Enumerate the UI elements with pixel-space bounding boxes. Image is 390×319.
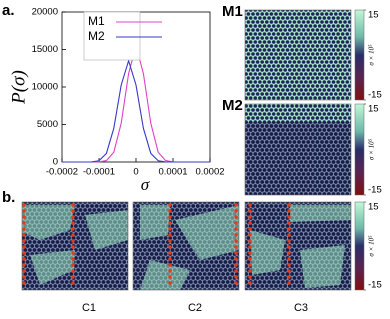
x-tick-label: -0.0001 (83, 167, 115, 178)
colorbar (354, 9, 365, 101)
legend-label: M1 (88, 14, 105, 28)
colorbar-tick-label: 15 (368, 202, 379, 213)
case-label: C1 (82, 302, 96, 314)
boundary-dots (22, 203, 291, 290)
x-tick-label: 0.0002 (195, 167, 224, 178)
legend-box (83, 11, 141, 61)
map-image (245, 10, 351, 100)
colorbar-tick-label: 15 (368, 10, 379, 21)
legend-label: M2 (88, 29, 105, 43)
map-panels (21, 9, 352, 291)
x-tick-label: 0 (133, 167, 138, 178)
colorbar (354, 103, 365, 196)
panel-label: b. (2, 189, 15, 206)
x-axis-label: σ (141, 175, 150, 194)
map-label: M1 (222, 3, 243, 20)
x-tick-label: -0.0002 (46, 167, 78, 178)
colorbar-tick-label: -15 (368, 280, 382, 291)
map-image (245, 104, 351, 122)
case-label: C3 (294, 302, 308, 314)
y-tick-label: 0 (53, 157, 58, 168)
y-tick-label: 15000 (32, 44, 58, 55)
case-label: C2 (188, 302, 202, 314)
series-line (61, 43, 211, 163)
colorbar (354, 201, 365, 291)
colorbar-tick-label: -15 (368, 90, 382, 101)
y-tick-label: 20000 (32, 7, 58, 18)
y-axis-label: P(σ) (8, 70, 29, 105)
y-tick-label: 5000 (37, 119, 58, 130)
panel-label: a. (2, 2, 15, 19)
colorbar-label: σ × 10⁵ (368, 235, 376, 257)
colorbar-tick-label: -15 (368, 185, 382, 196)
series-line (61, 58, 210, 163)
colorbar-label: σ × 10⁵ (368, 138, 376, 160)
map-label: M2 (222, 97, 243, 114)
map-texture (22, 205, 351, 290)
colorbar-tick-label: 15 (368, 104, 379, 115)
x-tick-label: 0.0001 (158, 167, 187, 178)
colorbar-label: σ × 10⁵ (368, 44, 376, 66)
y-tick-label: 10000 (32, 82, 58, 93)
